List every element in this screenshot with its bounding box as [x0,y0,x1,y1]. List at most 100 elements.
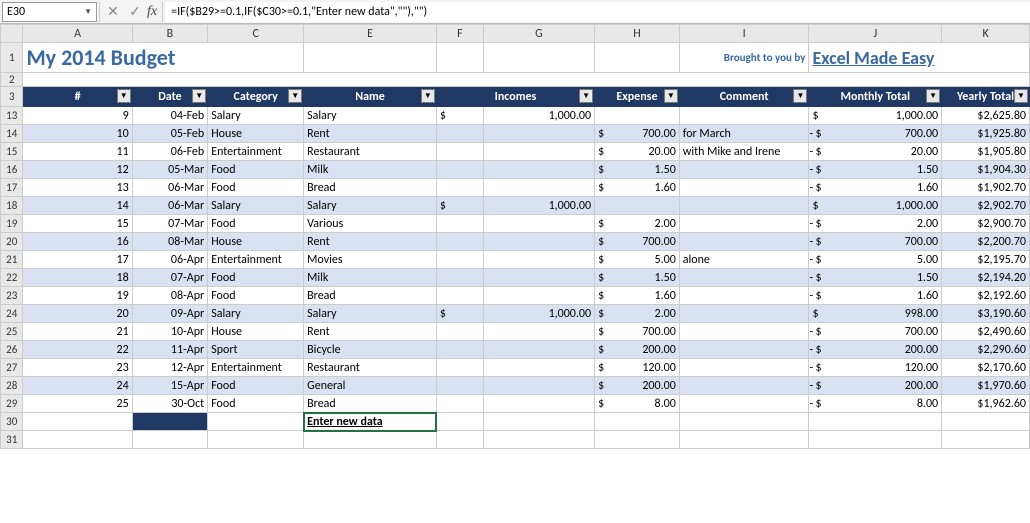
cell[interactable] [942,413,1030,431]
cell[interactable] [23,73,1030,87]
cell-comment[interactable]: with Mike and Irene [679,143,809,161]
cell-name[interactable]: Bread [304,287,437,305]
cell[interactable] [679,413,809,431]
col-header[interactable]: H [595,25,680,43]
cell-monthly[interactable]: -$1.60 [809,179,942,197]
cell-date[interactable]: 15-Apr [132,377,208,395]
cell-date[interactable]: 06-Apr [132,251,208,269]
page-title[interactable]: My 2014 Budget [23,43,304,73]
cell-category[interactable]: Food [208,377,304,395]
cell-category[interactable]: Food [208,215,304,233]
name-box-dropdown-icon[interactable]: ▼ [84,7,92,17]
row-header[interactable]: 22 [1,269,23,287]
cell-name[interactable]: Milk [304,161,437,179]
cell[interactable] [436,431,483,449]
col-header[interactable]: J [809,25,942,43]
cell-category[interactable]: Sport [208,341,304,359]
cell-comment[interactable] [679,395,809,413]
col-header[interactable]: A [23,25,132,43]
cell-income-sym[interactable] [436,359,483,377]
cell-name[interactable]: Various [304,215,437,233]
cell[interactable] [483,413,594,431]
brought-by-label[interactable]: Brought to you by [679,43,809,73]
cell-income-sym[interactable] [436,377,483,395]
cell-name[interactable]: Rent [304,323,437,341]
filter-dropdown-icon[interactable]: ▼ [192,89,206,103]
col-header[interactable]: C [208,25,304,43]
cell-comment[interactable] [679,179,809,197]
row-header[interactable]: 28 [1,377,23,395]
cell[interactable] [23,431,132,449]
cell-expense[interactable]: $20.00 [595,143,680,161]
cell-income[interactable]: 1,000.00 [483,197,594,215]
cell[interactable] [304,43,437,73]
cell-category[interactable]: Salary [208,305,304,323]
cell[interactable] [132,431,208,449]
cell-date[interactable]: 08-Apr [132,287,208,305]
filter-dropdown-icon[interactable]: ▼ [288,89,302,103]
cell-num[interactable]: 20 [23,305,132,323]
row-header[interactable]: 31 [1,431,23,449]
row-header[interactable]: 27 [1,359,23,377]
cell-monthly[interactable]: -$200.00 [809,377,942,395]
cell[interactable] [436,43,483,73]
cell-num[interactable]: 24 [23,377,132,395]
row-header[interactable]: 19 [1,215,23,233]
name-box[interactable]: E30 ▼ [2,2,97,22]
filter-dropdown-icon[interactable]: ▼ [421,89,435,103]
cell-monthly[interactable]: -$700.00 [809,125,942,143]
row-header[interactable]: 29 [1,395,23,413]
cell-yearly[interactable]: $2,170.60 [942,359,1030,377]
cell-comment[interactable] [679,341,809,359]
cell-income-sym[interactable] [436,179,483,197]
cell-comment[interactable] [679,269,809,287]
col-header[interactable]: K [942,25,1030,43]
filter-dropdown-icon[interactable]: ▼ [664,89,678,103]
cell-yearly[interactable]: $1,962.60 [942,395,1030,413]
cell-comment[interactable] [679,359,809,377]
cell-expense[interactable]: $120.00 [595,359,680,377]
cell-category[interactable]: House [208,233,304,251]
cell-selected-adjacent[interactable] [132,413,208,431]
cell-comment[interactable] [679,161,809,179]
cell-income-sym[interactable] [436,251,483,269]
cell-yearly[interactable]: $1,902.70 [942,179,1030,197]
cell-num[interactable]: 19 [23,287,132,305]
filter-dropdown-icon[interactable]: ▼ [579,89,593,103]
cell-income-sym[interactable] [436,233,483,251]
cell-income-sym[interactable] [436,287,483,305]
cell-yearly[interactable]: $2,290.60 [942,341,1030,359]
cell[interactable] [208,431,304,449]
cell-yearly[interactable]: $2,194.20 [942,269,1030,287]
cell-num[interactable]: 13 [23,179,132,197]
accept-icon[interactable]: ✓ [124,1,146,23]
cell-date[interactable]: 06-Mar [132,179,208,197]
cell-date[interactable]: 06-Feb [132,143,208,161]
cell-income-sym[interactable]: $ [436,305,483,323]
cell-expense[interactable]: $1.50 [595,161,680,179]
col-header[interactable]: E [304,25,437,43]
cell-yearly[interactable]: $1,970.60 [942,377,1030,395]
cell-date[interactable]: 30-Oct [132,395,208,413]
cell-comment[interactable]: for March [679,125,809,143]
cell-yearly[interactable]: $2,902.70 [942,197,1030,215]
cell-monthly[interactable]: -$20.00 [809,143,942,161]
cell-expense[interactable]: $700.00 [595,125,680,143]
row-header[interactable]: 21 [1,251,23,269]
row-header[interactable]: 13 [1,107,23,125]
cell-income-sym[interactable] [436,395,483,413]
cell-yearly[interactable]: $1,904.30 [942,161,1030,179]
cell-income-sym[interactable] [436,143,483,161]
cell-expense[interactable]: $1.60 [595,179,680,197]
cell-name[interactable]: Restaurant [304,143,437,161]
row-header[interactable]: 14 [1,125,23,143]
cell-income[interactable] [483,125,594,143]
row-header[interactable]: 26 [1,341,23,359]
col-monthly[interactable]: Monthly Total▼ [809,87,942,107]
cell-yearly[interactable]: $2,195.70 [942,251,1030,269]
row-header[interactable]: 30 [1,413,23,431]
cell-name[interactable]: Bread [304,395,437,413]
cell-expense[interactable]: $1.60 [595,287,680,305]
cell-income-sym[interactable] [436,341,483,359]
cell-name[interactable]: Salary [304,107,437,125]
